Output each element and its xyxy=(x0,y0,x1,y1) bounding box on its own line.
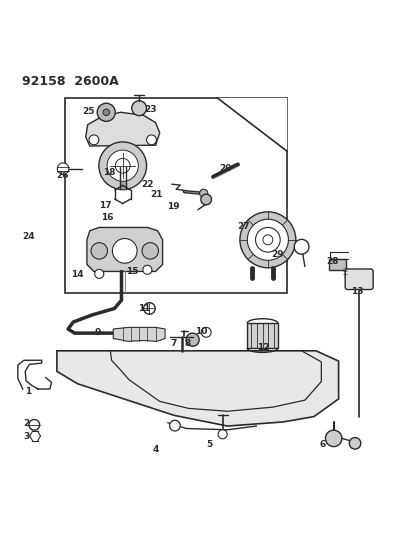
Text: 8: 8 xyxy=(184,340,190,348)
Circle shape xyxy=(29,419,40,430)
Circle shape xyxy=(325,430,341,447)
Circle shape xyxy=(107,150,138,181)
Text: 27: 27 xyxy=(236,222,249,231)
Text: 11: 11 xyxy=(138,304,150,313)
Circle shape xyxy=(91,243,107,259)
Text: 3: 3 xyxy=(23,432,29,441)
Text: 7: 7 xyxy=(170,340,176,348)
Text: 15: 15 xyxy=(126,267,138,276)
Bar xyxy=(65,98,287,293)
Text: 20: 20 xyxy=(219,164,231,173)
Circle shape xyxy=(142,243,158,259)
Circle shape xyxy=(103,109,109,116)
Circle shape xyxy=(199,189,207,197)
Polygon shape xyxy=(85,112,159,146)
Text: 6: 6 xyxy=(319,440,325,449)
Text: 19: 19 xyxy=(166,203,179,212)
Circle shape xyxy=(185,333,199,346)
Text: 9: 9 xyxy=(95,328,101,337)
Circle shape xyxy=(142,265,152,274)
Text: 18: 18 xyxy=(103,168,115,177)
Text: 14: 14 xyxy=(71,270,83,279)
Circle shape xyxy=(143,303,155,314)
Text: 92158  2600A: 92158 2600A xyxy=(22,75,119,88)
Text: 13: 13 xyxy=(350,287,363,296)
Text: 1: 1 xyxy=(25,387,31,397)
Circle shape xyxy=(247,219,288,260)
Circle shape xyxy=(349,438,360,449)
Circle shape xyxy=(99,142,146,190)
Circle shape xyxy=(112,239,137,263)
Circle shape xyxy=(294,239,308,254)
Polygon shape xyxy=(113,327,165,341)
Text: 23: 23 xyxy=(144,105,156,114)
Circle shape xyxy=(97,103,115,122)
Text: 29: 29 xyxy=(271,251,283,260)
Polygon shape xyxy=(87,228,162,271)
Bar xyxy=(247,323,277,348)
Text: 28: 28 xyxy=(325,257,338,266)
Circle shape xyxy=(218,430,227,439)
Circle shape xyxy=(95,269,104,278)
Text: 26: 26 xyxy=(56,171,68,180)
Text: 25: 25 xyxy=(82,107,95,116)
Text: 21: 21 xyxy=(150,190,163,199)
Circle shape xyxy=(200,194,211,205)
Circle shape xyxy=(201,327,211,337)
Text: 4: 4 xyxy=(152,445,159,454)
Circle shape xyxy=(131,101,146,116)
Text: 17: 17 xyxy=(98,201,111,210)
Text: 22: 22 xyxy=(141,180,153,189)
Text: 10: 10 xyxy=(194,327,206,336)
Circle shape xyxy=(115,158,130,173)
Circle shape xyxy=(146,135,156,145)
Text: 12: 12 xyxy=(257,343,269,352)
Polygon shape xyxy=(57,351,338,426)
Circle shape xyxy=(239,212,295,268)
Text: 16: 16 xyxy=(101,214,114,222)
Bar xyxy=(328,259,345,270)
Circle shape xyxy=(255,228,280,252)
FancyBboxPatch shape xyxy=(344,269,372,289)
Text: 24: 24 xyxy=(22,232,34,241)
Circle shape xyxy=(262,235,272,245)
Text: 2: 2 xyxy=(23,419,29,428)
Bar xyxy=(119,167,125,189)
Circle shape xyxy=(57,163,69,174)
Polygon shape xyxy=(217,98,287,151)
Text: 5: 5 xyxy=(205,440,212,449)
Circle shape xyxy=(169,421,180,431)
Circle shape xyxy=(89,135,99,145)
